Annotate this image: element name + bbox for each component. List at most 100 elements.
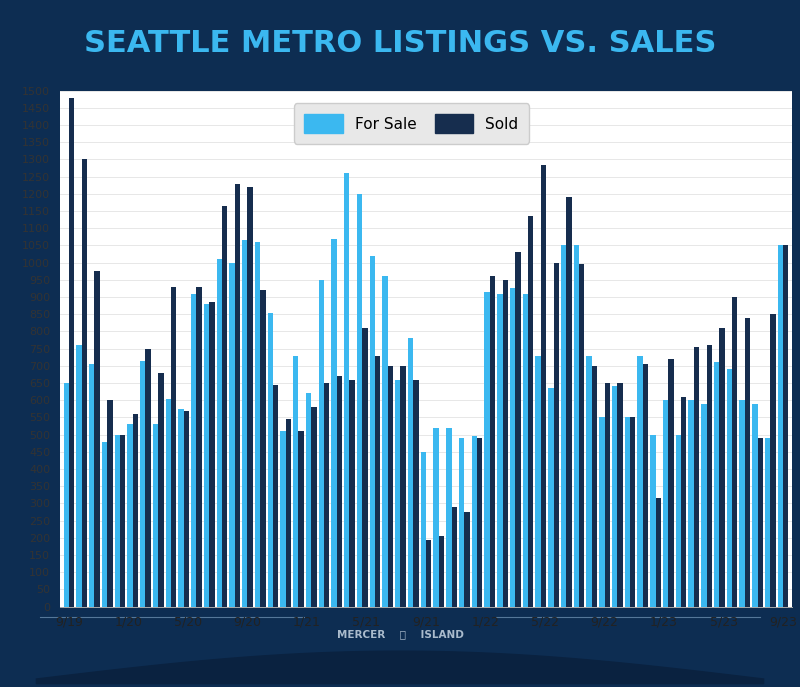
Bar: [260, 290, 266, 607]
Bar: [350, 380, 355, 607]
Bar: [331, 238, 337, 607]
Legend: For Sale, Sold: For Sale, Sold: [294, 104, 529, 144]
Bar: [630, 418, 635, 607]
Bar: [502, 280, 508, 607]
Bar: [497, 293, 502, 607]
Bar: [318, 280, 324, 607]
Bar: [234, 183, 240, 607]
Bar: [668, 359, 674, 607]
Bar: [515, 252, 521, 607]
Bar: [247, 187, 253, 607]
Text: MERCER    ⧖    ISLAND: MERCER ⧖ ISLAND: [337, 629, 463, 639]
Bar: [298, 431, 304, 607]
Bar: [153, 425, 158, 607]
Bar: [158, 373, 163, 607]
Bar: [69, 98, 74, 607]
Text: SEATTLE METRO LISTINGS VS. SALES: SEATTLE METRO LISTINGS VS. SALES: [84, 29, 716, 58]
Bar: [222, 206, 227, 607]
Bar: [255, 242, 260, 607]
Bar: [230, 262, 234, 607]
Bar: [770, 314, 776, 607]
Bar: [676, 435, 681, 607]
Bar: [311, 407, 317, 607]
Bar: [210, 302, 214, 607]
Bar: [528, 216, 534, 607]
Bar: [714, 363, 719, 607]
Bar: [638, 356, 642, 607]
Bar: [446, 428, 451, 607]
Bar: [485, 292, 490, 607]
Bar: [472, 436, 477, 607]
Bar: [566, 197, 572, 607]
Bar: [574, 245, 579, 607]
Bar: [650, 435, 655, 607]
Bar: [146, 349, 150, 607]
Bar: [681, 397, 686, 607]
Bar: [605, 383, 610, 607]
Bar: [337, 376, 342, 607]
Bar: [689, 401, 694, 607]
Bar: [732, 297, 738, 607]
Bar: [451, 507, 457, 607]
Bar: [599, 418, 605, 607]
Bar: [362, 328, 367, 607]
Bar: [752, 404, 758, 607]
Bar: [783, 245, 789, 607]
Bar: [414, 380, 418, 607]
Polygon shape: [36, 651, 764, 684]
Bar: [625, 418, 630, 607]
Bar: [171, 286, 176, 607]
Bar: [739, 401, 745, 607]
Bar: [421, 452, 426, 607]
Bar: [191, 293, 197, 607]
Bar: [719, 328, 725, 607]
Bar: [268, 313, 273, 607]
Bar: [76, 345, 82, 607]
Bar: [324, 383, 330, 607]
Bar: [592, 366, 597, 607]
Bar: [510, 289, 515, 607]
Bar: [204, 304, 210, 607]
Bar: [548, 388, 554, 607]
Bar: [178, 409, 184, 607]
Bar: [102, 442, 107, 607]
Bar: [765, 438, 770, 607]
Bar: [82, 159, 87, 607]
Bar: [286, 419, 291, 607]
Bar: [434, 428, 438, 607]
Bar: [642, 364, 648, 607]
Bar: [94, 271, 100, 607]
Bar: [561, 245, 566, 607]
Bar: [726, 370, 732, 607]
Bar: [63, 383, 69, 607]
Bar: [120, 435, 126, 607]
Bar: [133, 414, 138, 607]
Bar: [382, 276, 388, 607]
Bar: [197, 286, 202, 607]
Bar: [89, 364, 94, 607]
Bar: [438, 536, 444, 607]
Bar: [477, 438, 482, 607]
Bar: [107, 401, 113, 607]
Bar: [114, 435, 120, 607]
Bar: [541, 165, 546, 607]
Bar: [242, 240, 247, 607]
Bar: [745, 317, 750, 607]
Bar: [706, 345, 712, 607]
Bar: [618, 383, 622, 607]
Bar: [375, 356, 380, 607]
Bar: [344, 173, 350, 607]
Bar: [357, 194, 362, 607]
Bar: [522, 293, 528, 607]
Bar: [778, 245, 783, 607]
Bar: [273, 385, 278, 607]
Bar: [166, 398, 171, 607]
Bar: [490, 276, 495, 607]
Bar: [554, 262, 559, 607]
Bar: [184, 411, 189, 607]
Bar: [280, 431, 286, 607]
Bar: [388, 366, 393, 607]
Bar: [655, 498, 661, 607]
Bar: [758, 438, 763, 607]
Bar: [127, 425, 133, 607]
